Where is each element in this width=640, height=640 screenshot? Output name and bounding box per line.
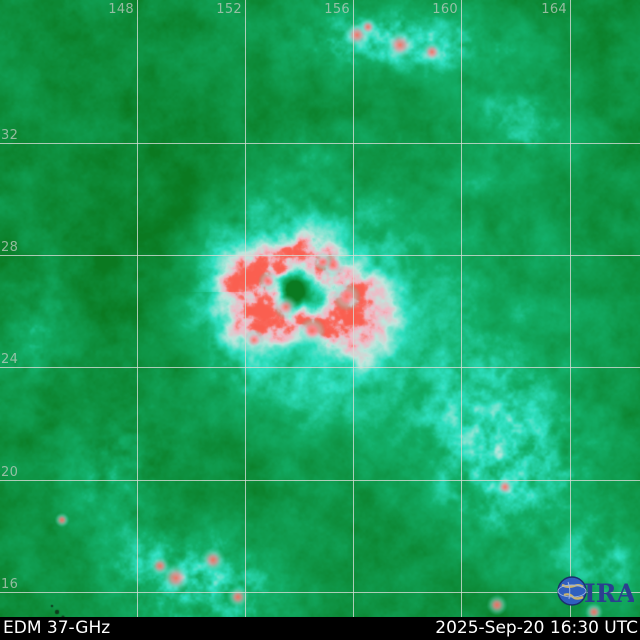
- timestamp-label: 2025-Sep-20 16:30 UTC: [435, 618, 638, 638]
- product-label: EDM 37-GHz: [3, 618, 111, 638]
- status-bar: EDM 37-GHz 2025-Sep-20 16:30 UTC: [0, 617, 640, 640]
